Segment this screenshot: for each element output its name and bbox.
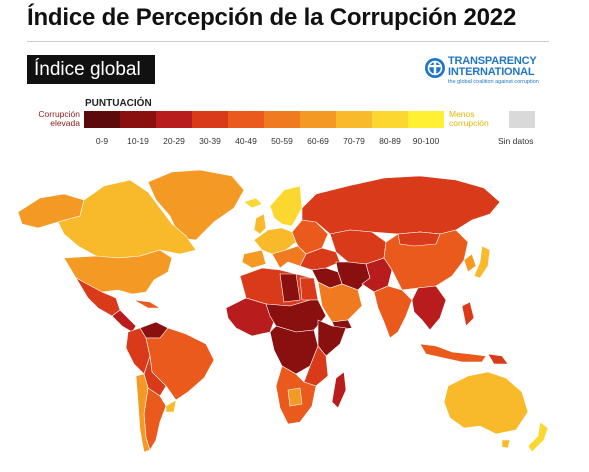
legend-swatch-60-69 xyxy=(300,111,336,128)
legend-tick-50-59: 50-59 xyxy=(271,136,293,146)
united-kingdom[interactable] xyxy=(253,213,267,235)
korea[interactable] xyxy=(463,253,477,273)
index-badge: Índice global xyxy=(27,55,155,84)
legend-swatch-40-49 xyxy=(228,111,264,128)
legend-swatch-0-9 xyxy=(84,111,120,128)
ti-name-line1: TRANSPARENCY xyxy=(448,55,537,67)
legend-swatch-90-100 xyxy=(408,111,444,128)
ti-globe-icon xyxy=(425,58,445,78)
world-map[interactable] xyxy=(0,150,589,472)
mongolia[interactable] xyxy=(397,231,441,247)
legend-swatch-80-89 xyxy=(372,111,408,128)
legend-tick-90-100: 90-100 xyxy=(412,136,440,146)
canada[interactable] xyxy=(57,179,197,259)
uruguay[interactable] xyxy=(165,399,177,413)
legend-swatch-20-29 xyxy=(156,111,192,128)
greenland[interactable] xyxy=(147,169,245,241)
chile[interactable] xyxy=(135,373,151,453)
central-america[interactable] xyxy=(111,309,137,333)
legend-no-data-label: Sin datos xyxy=(498,136,534,146)
southeast-asia[interactable] xyxy=(411,285,447,331)
legend-low-line1: Menos xyxy=(449,109,475,119)
legend-tick-0-9: 0-9 xyxy=(95,136,109,146)
legend-heading: PUNTUACIÓN xyxy=(85,98,152,109)
botswana[interactable] xyxy=(287,387,303,407)
madagascar[interactable] xyxy=(331,371,347,409)
legend-high-line1: Corrupción xyxy=(38,109,80,119)
arabian-peninsula[interactable] xyxy=(317,281,363,323)
legend-high-line2: elevada xyxy=(50,118,80,128)
libya[interactable] xyxy=(279,273,301,303)
japan[interactable] xyxy=(473,245,491,279)
tasmania[interactable] xyxy=(501,439,511,449)
scandinavia[interactable] xyxy=(269,185,303,227)
legend-tick-20-29: 20-29 xyxy=(163,136,185,146)
philippines[interactable] xyxy=(461,301,475,327)
legend-color-scale xyxy=(84,111,444,128)
argentina[interactable] xyxy=(143,387,167,451)
caribbean[interactable] xyxy=(133,299,162,309)
transparency-international-logo[interactable]: TRANSPARENCY INTERNATIONAL the global co… xyxy=(424,55,554,89)
russia[interactable] xyxy=(301,175,501,235)
australia[interactable] xyxy=(443,371,529,435)
legend-low-line2: corrupción xyxy=(449,118,489,128)
iberia[interactable] xyxy=(241,249,267,269)
legend-swatch-70-79 xyxy=(336,111,372,128)
india[interactable] xyxy=(373,285,413,339)
new-zealand[interactable] xyxy=(527,421,549,453)
legend-no-data-swatch xyxy=(509,111,535,128)
papua-new-guinea[interactable] xyxy=(487,353,509,365)
legend-tick-70-79: 70-79 xyxy=(343,136,365,146)
iceland[interactable] xyxy=(243,197,263,209)
indonesia[interactable] xyxy=(419,343,487,363)
legend-tick-40-49: 40-49 xyxy=(235,136,257,146)
legend-tick-60-69: 60-69 xyxy=(307,136,329,146)
legend-tick-labels: 0-9 10-19 20-29 30-39 40-49 50-59 60-69 70-79 80… xyxy=(84,136,444,148)
legend-swatch-10-19 xyxy=(120,111,156,128)
ti-name-line2: INTERNATIONAL xyxy=(448,66,535,78)
egypt[interactable] xyxy=(299,277,319,301)
legend-swatch-50-59 xyxy=(264,111,300,128)
legend-swatch-30-39 xyxy=(192,111,228,128)
legend-high-corruption-label: Corrupción elevada xyxy=(28,110,80,128)
legend-tick-30-39: 30-39 xyxy=(199,136,221,146)
title-divider xyxy=(27,41,549,42)
page-title: Índice de Percepción de la Corrupción 20… xyxy=(27,4,517,31)
legend-tick-80-89: 80-89 xyxy=(379,136,401,146)
ti-tagline: the global coalition against corruption xyxy=(448,79,539,85)
legend-low-corruption-label: Menos corrupción xyxy=(449,110,489,128)
legend-tick-10-19: 10-19 xyxy=(127,136,149,146)
